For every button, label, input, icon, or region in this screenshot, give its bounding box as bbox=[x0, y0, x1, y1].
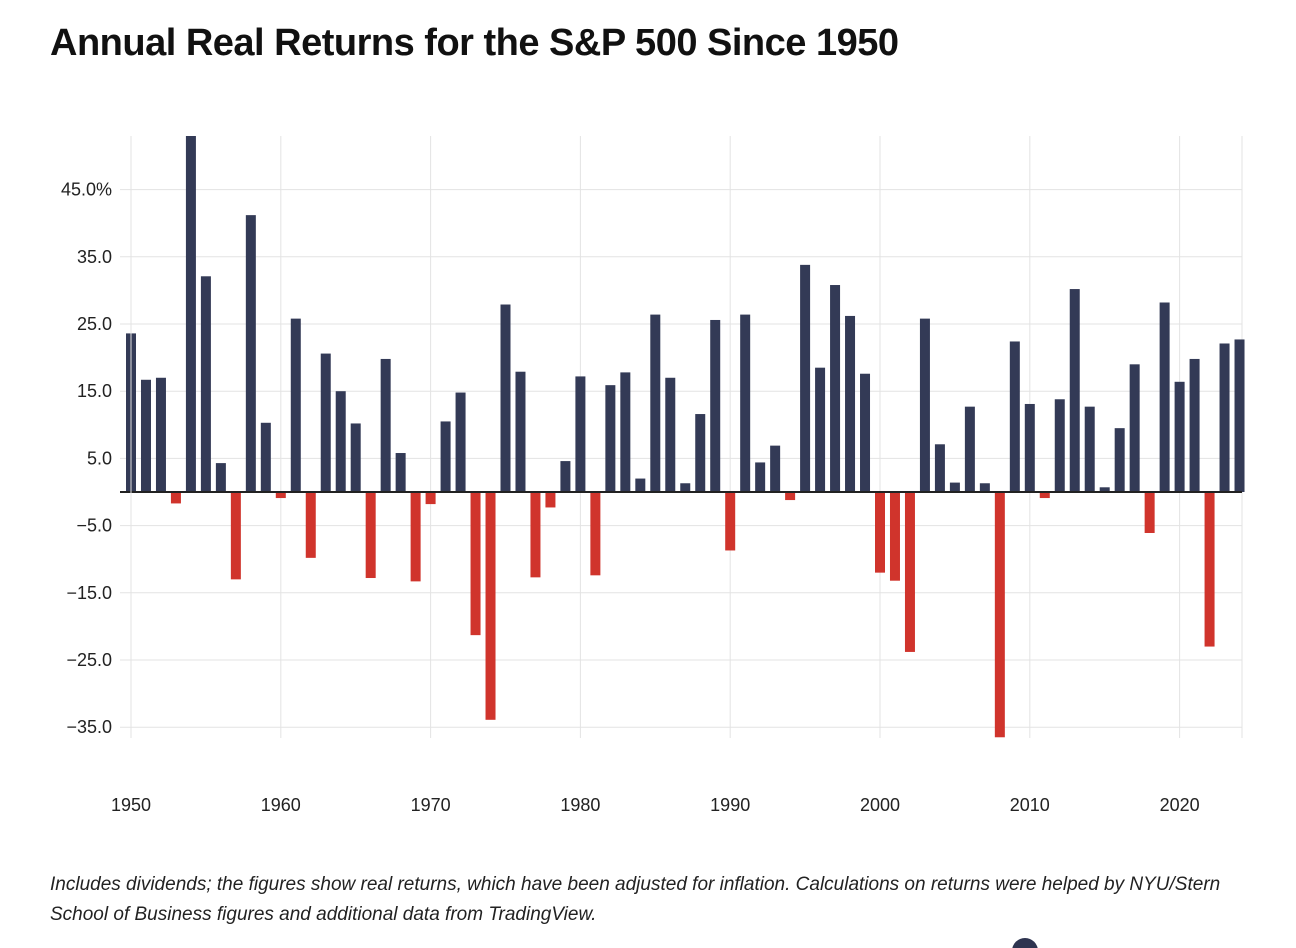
x-tick-label: 1960 bbox=[261, 795, 301, 815]
bar-1992 bbox=[755, 462, 766, 492]
bar-1977 bbox=[530, 492, 541, 578]
bar-2014 bbox=[1084, 406, 1095, 492]
y-tick-label: 35.0 bbox=[77, 247, 112, 267]
bar-1958 bbox=[245, 215, 256, 493]
bar-1964 bbox=[335, 391, 346, 492]
bar-1981 bbox=[590, 492, 601, 576]
bar-2021 bbox=[1189, 358, 1200, 492]
bar-2016 bbox=[1114, 428, 1125, 492]
bar-1991 bbox=[740, 314, 751, 492]
y-tick-label: 25.0 bbox=[77, 314, 112, 334]
y-tick-label: −5.0 bbox=[76, 516, 112, 536]
y-tick-label: −25.0 bbox=[66, 650, 112, 670]
bar-1999 bbox=[860, 373, 871, 492]
bar-1955 bbox=[200, 276, 211, 492]
bar-1968 bbox=[395, 453, 406, 492]
bar-2018 bbox=[1144, 492, 1155, 533]
chart-footnote: Includes dividends; the figures show rea… bbox=[50, 874, 1221, 925]
bar-1971 bbox=[440, 421, 451, 492]
bar-1985 bbox=[650, 314, 661, 492]
bar-1998 bbox=[845, 315, 856, 492]
bar-2023 bbox=[1219, 343, 1230, 492]
bar-1982 bbox=[605, 385, 616, 492]
bar-1979 bbox=[560, 461, 571, 492]
x-tick-label: 1950 bbox=[111, 795, 151, 815]
bar-2010 bbox=[1024, 403, 1035, 492]
bar-chart: 45.0%35.025.015.05.0−5.0−15.0−25.0−35.0 … bbox=[61, 136, 1245, 815]
logo-mark-icon bbox=[1012, 938, 1038, 948]
bar-2024 bbox=[1234, 339, 1245, 492]
bar-1983 bbox=[620, 372, 631, 492]
bar-1993 bbox=[770, 445, 781, 492]
bar-1960 bbox=[275, 492, 286, 499]
bar-2002 bbox=[904, 492, 915, 652]
y-tick-label: −15.0 bbox=[66, 583, 112, 603]
bar-1953 bbox=[170, 492, 181, 504]
bar-1970 bbox=[425, 492, 436, 505]
bar-1984 bbox=[635, 478, 646, 492]
bar-2005 bbox=[949, 482, 960, 492]
y-tick-label: −35.0 bbox=[66, 717, 112, 737]
bar-1957 bbox=[230, 492, 241, 580]
x-tick-label: 1970 bbox=[411, 795, 451, 815]
bar-2013 bbox=[1069, 289, 1080, 492]
y-tick-label: 15.0 bbox=[77, 381, 112, 401]
bar-2008 bbox=[994, 492, 1005, 738]
bar-1976 bbox=[515, 371, 526, 492]
bar-1972 bbox=[455, 392, 466, 492]
bar-2007 bbox=[979, 483, 990, 492]
bar-1951 bbox=[140, 379, 151, 492]
bar-1963 bbox=[320, 353, 331, 492]
bar-1988 bbox=[695, 414, 706, 492]
bar-1962 bbox=[305, 492, 316, 558]
x-axis-tick-labels: 1950 1960 1970 1980 1990 2000 2010 2020 bbox=[111, 795, 1200, 815]
bar-1987 bbox=[680, 483, 691, 492]
bar-1965 bbox=[350, 423, 361, 492]
bar-2001 bbox=[889, 492, 900, 581]
y-tick-label: 45.0% bbox=[61, 180, 112, 200]
bar-2012 bbox=[1054, 399, 1065, 492]
bar-2019 bbox=[1159, 302, 1170, 492]
bar-2004 bbox=[934, 444, 945, 492]
x-tick-label: 1990 bbox=[710, 795, 750, 815]
bar-1975 bbox=[500, 304, 511, 492]
bar-2006 bbox=[964, 406, 975, 492]
bar-1969 bbox=[410, 492, 421, 582]
bar-1973 bbox=[470, 492, 481, 636]
publisher-logo bbox=[1010, 934, 1240, 948]
bar-1997 bbox=[830, 285, 841, 492]
bar-1986 bbox=[665, 377, 676, 492]
chart-title: Annual Real Returns for the S&P 500 Sinc… bbox=[50, 22, 899, 64]
bar-1961 bbox=[290, 318, 301, 492]
bar-2017 bbox=[1129, 364, 1140, 492]
bar-1956 bbox=[215, 463, 226, 492]
bar-1995 bbox=[800, 264, 811, 492]
x-tick-label: 1980 bbox=[560, 795, 600, 815]
bar-2000 bbox=[875, 492, 885, 573]
x-tick-label: 2020 bbox=[1160, 795, 1200, 815]
y-axis-tick-labels: 45.0% 35.0 25.0 15.0 5.0 −5.0 −15.0 −25.0 −35.0 bbox=[61, 180, 112, 738]
x-tick-label: 2010 bbox=[1010, 795, 1050, 815]
bar-1967 bbox=[380, 358, 391, 492]
bar-series bbox=[126, 136, 1245, 738]
bar-1978 bbox=[545, 492, 556, 508]
bar-1959 bbox=[260, 422, 271, 492]
y-tick-label: 5.0 bbox=[87, 448, 112, 468]
bar-2015 bbox=[1099, 487, 1110, 492]
bar-2009 bbox=[1009, 341, 1020, 492]
bar-1994 bbox=[785, 492, 796, 501]
bar-1989 bbox=[710, 319, 721, 492]
bar-1990 bbox=[725, 492, 736, 551]
x-tick-label: 2000 bbox=[860, 795, 900, 815]
bar-1974 bbox=[485, 492, 496, 720]
bar-1952 bbox=[155, 377, 166, 492]
bar-2022 bbox=[1204, 492, 1215, 647]
bar-1996 bbox=[815, 367, 826, 492]
bar-2020 bbox=[1174, 381, 1185, 492]
bar-1980 bbox=[575, 376, 586, 492]
bar-1954 bbox=[185, 136, 196, 492]
bar-1966 bbox=[365, 492, 376, 579]
bar-2011 bbox=[1039, 492, 1050, 499]
bar-2003 bbox=[919, 318, 930, 492]
